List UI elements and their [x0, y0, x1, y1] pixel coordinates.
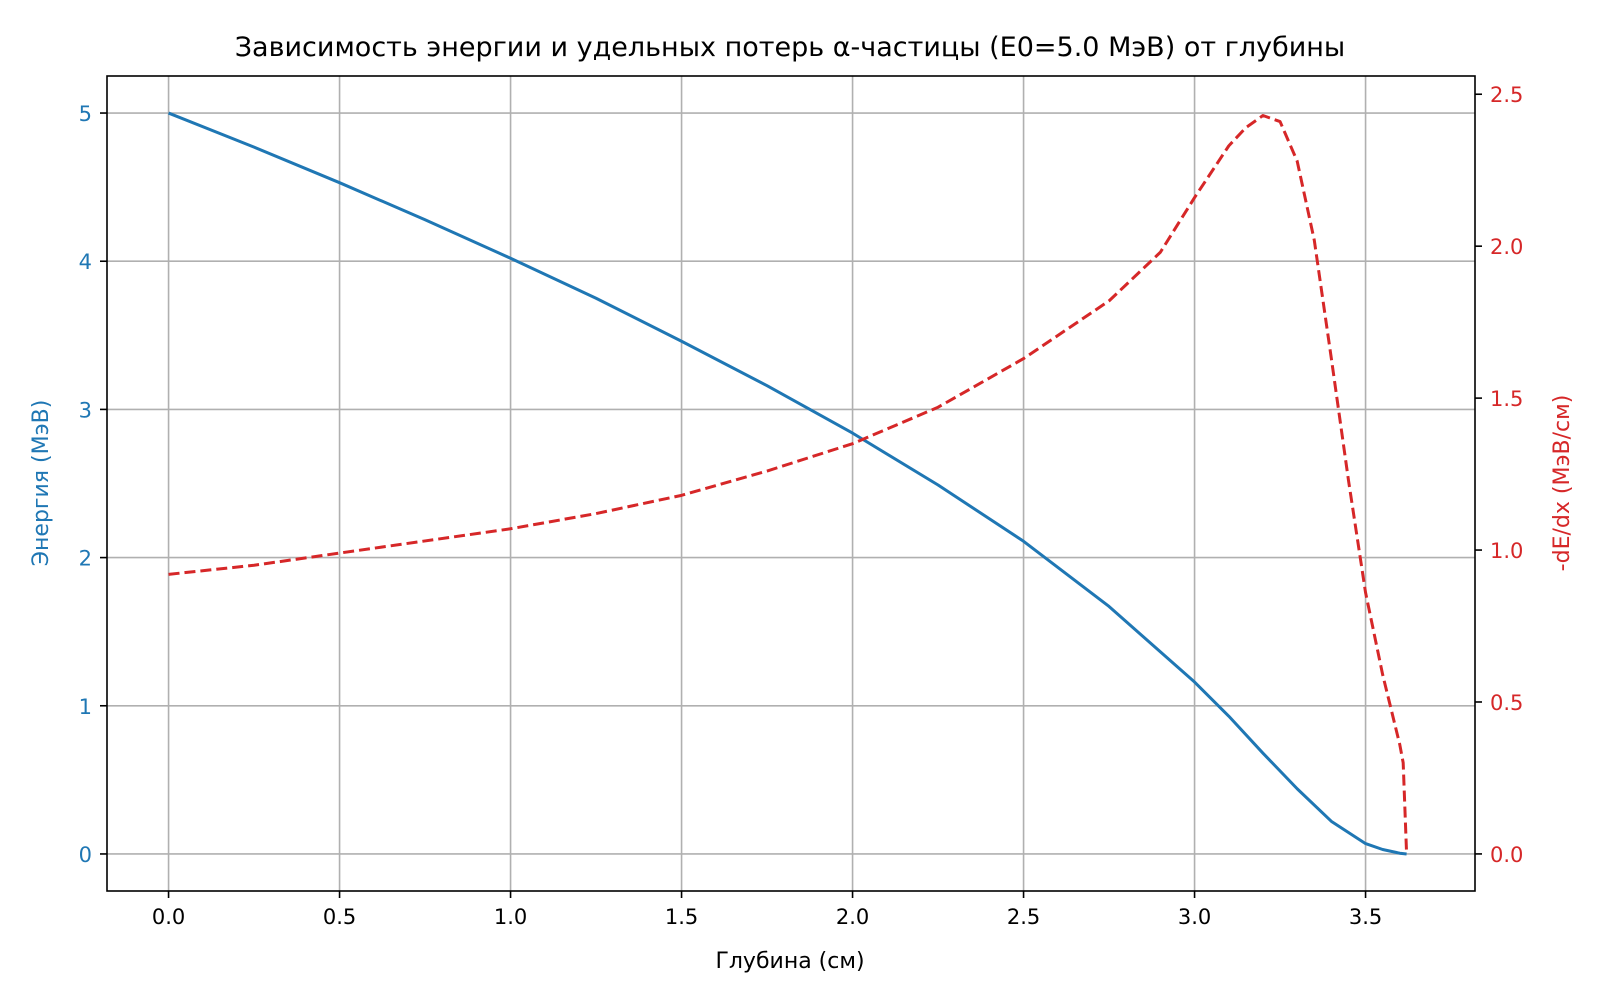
y-left-tick-label: 0 [79, 843, 92, 867]
y-right-tick-label: 0.5 [1490, 691, 1523, 715]
x-axis-label: Глубина (см) [715, 949, 864, 974]
y-left-tick-label: 5 [79, 102, 92, 126]
y-right-tick-label: 0.0 [1490, 843, 1523, 867]
energy-line [168, 111, 1407, 856]
y-left-tick-label: 2 [79, 547, 92, 571]
x-tick-label: 3.5 [1349, 905, 1382, 929]
y-right-tick-label: 1.0 [1490, 539, 1523, 563]
x-tick-label: 2.0 [836, 905, 869, 929]
chart-title: Зависимость энергии и удельных потерь α-… [235, 32, 1346, 63]
x-tick-label: 1.5 [665, 905, 698, 929]
x-tick-label: 2.5 [1007, 905, 1040, 929]
x-tick-label: 3.0 [1178, 905, 1211, 929]
x-tick-label: 0.5 [323, 905, 356, 929]
y-left-tick-label: 3 [79, 398, 92, 422]
y-right-tick-label: 1.5 [1490, 387, 1523, 411]
plot-frame [106, 75, 1476, 892]
grid-layer [107, 76, 1475, 891]
y-left-tick-label: 4 [79, 250, 92, 274]
tick-layer: 0.0 0.5 1.0 1.5 2.0 2.5 3.0 3.5 0 1 2 3 4 5 0.0 0.5 1.0 1… [79, 83, 1524, 929]
stopping-power-line [168, 114, 1409, 854]
x-tick-label: 1.0 [494, 905, 527, 929]
series-layer [168, 111, 1409, 856]
y-left-axis-label: Энергия (МэВ) [29, 400, 54, 567]
y-right-axis-label: -dE/dx (МэВ/см) [1550, 395, 1575, 572]
y-right-tick-label: 2.0 [1490, 235, 1523, 259]
y-right-tick-label: 2.5 [1490, 83, 1523, 107]
x-tick-label: 0.0 [152, 905, 185, 929]
y-left-tick-label: 1 [79, 695, 92, 719]
